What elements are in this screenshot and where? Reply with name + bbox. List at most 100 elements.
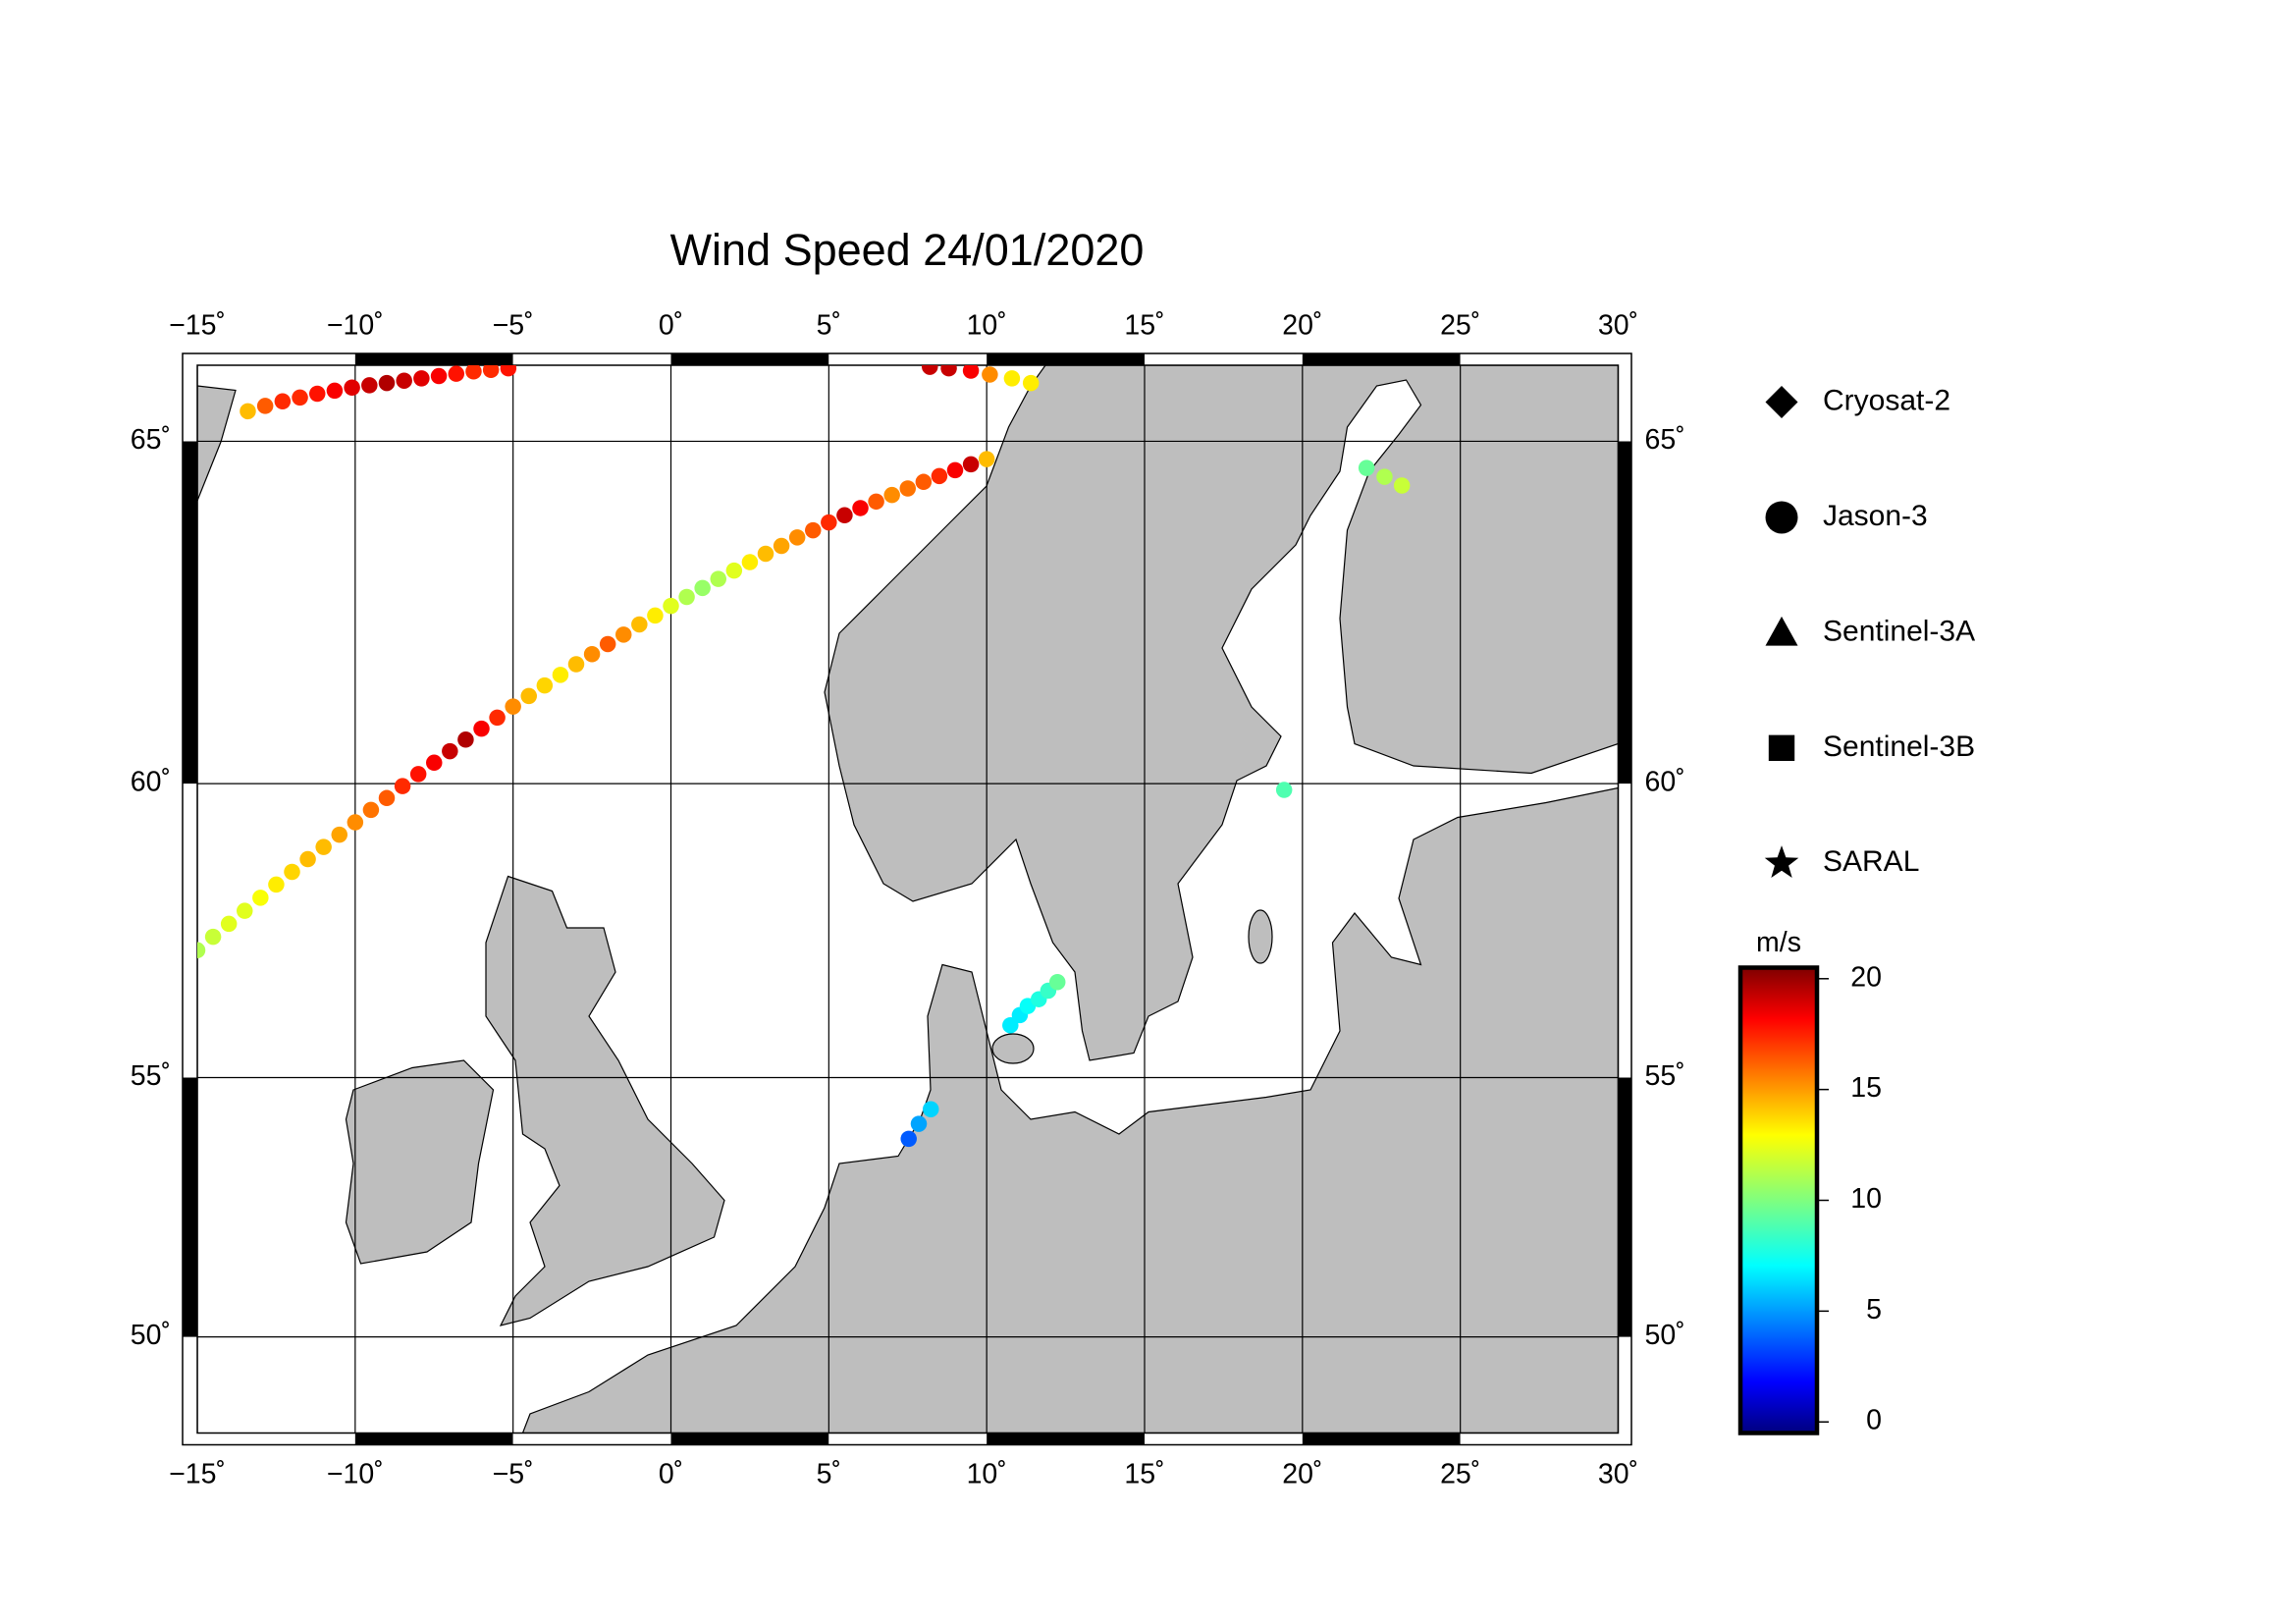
frame-bar [1618,441,1632,784]
wind-point [240,403,256,420]
wind-point [465,365,482,380]
wind-point [252,890,269,906]
frame-bar [1460,353,1619,365]
wind-point [883,486,900,504]
wind-point [274,393,292,410]
x-tick-label: 25˚ [1440,1459,1480,1490]
wind-point [448,365,465,382]
wind-point [725,562,743,579]
colorbar-tick-label: 20 [1850,961,1882,993]
x-tick-label: −10˚ [327,310,384,342]
x-tick-label: 20˚ [1282,310,1322,342]
wind-point [773,537,790,555]
frame-bar [1145,353,1303,365]
wind-point [442,742,458,760]
zealand [991,1033,1035,1064]
iceland [197,385,237,502]
frame [196,364,1620,1434]
x-tick-label: 20˚ [1282,1459,1322,1490]
wind-point [473,720,490,737]
frame-bar [1302,1433,1461,1445]
wind-point [962,456,980,473]
wind-point [520,687,538,705]
x-tick-label: 10˚ [967,310,1007,342]
wind-point [409,766,427,783]
frame-bar [183,1336,198,1434]
wind-point [962,365,980,379]
frame-bar [183,784,198,1078]
wind-point [394,778,411,794]
legend-marker [1768,734,1795,762]
frame [182,352,1632,1446]
x-tick-label: 30˚ [1598,310,1638,342]
wind-point [836,507,853,524]
wind-point [347,814,364,831]
legend-marker [1765,501,1798,534]
colorbar-tick-label: 15 [1850,1072,1882,1104]
wind-point [900,1130,917,1148]
wind-point [910,1115,928,1132]
y-tick-label: 50˚ [1645,1320,1685,1351]
wind-point [396,372,412,389]
x-tick-label: −15˚ [169,310,226,342]
wind-point [362,801,380,819]
wind-point [978,451,995,467]
wind-point [678,588,695,606]
wind-point [1048,973,1066,991]
land [197,365,1619,1434]
wind-point [710,570,727,587]
x-tick-label: 15˚ [1124,310,1164,342]
frame-bar [512,353,671,365]
chart-title: Wind Speed 24/01/2020 [670,225,1145,275]
frame-bar [1618,1336,1632,1434]
wind-point [922,365,938,375]
scandinavia [824,365,1619,1061]
wind-point [378,789,396,807]
frame-bar [670,353,829,365]
wind-point [1003,370,1021,387]
colorbar-label: m/s [1756,927,1801,958]
frame-bar [1145,1433,1303,1445]
frame-bar [354,353,513,365]
wind-point [268,876,285,893]
wind-point [299,850,316,868]
wind-point [220,915,238,933]
wind-point [308,385,326,403]
x-tick-label: 25˚ [1440,310,1480,342]
wind-point [1022,374,1040,392]
frame-bar [1618,365,1632,442]
x-tick-label: 5˚ [817,310,841,342]
wind-point [915,473,933,491]
wind-point [1275,782,1293,798]
ireland [345,1059,495,1265]
wind-point [946,461,964,479]
x-tick-label: −15˚ [169,1459,226,1490]
wind-point [805,521,822,539]
wind-point [552,667,569,683]
wind-point [599,635,616,653]
wind-point [1393,477,1411,494]
legend-label: SARAL [1823,845,1919,878]
frame-bar [183,365,198,442]
wind-point [457,731,474,748]
wind-point [344,379,360,397]
colorbar-tick-label: 5 [1866,1294,1882,1325]
frame-bar [197,353,355,365]
legend-label: Sentinel-3A [1823,615,1975,647]
wind-point [292,389,308,406]
frame-bar [828,1433,988,1445]
wind-point [583,646,601,663]
x-tick-label: 10˚ [967,1459,1007,1490]
frame-bar [183,441,198,784]
wind-point [757,545,774,563]
frame-bar [197,1433,355,1445]
wind-point [204,928,222,946]
frame-bar [512,1433,671,1445]
x-tick-label: −5˚ [493,310,534,342]
colorbar [1737,965,1820,1435]
wind-point [940,365,957,377]
frame-bar [1302,353,1461,365]
wind-point [647,607,664,624]
x-tick-label: 15˚ [1124,1459,1164,1490]
